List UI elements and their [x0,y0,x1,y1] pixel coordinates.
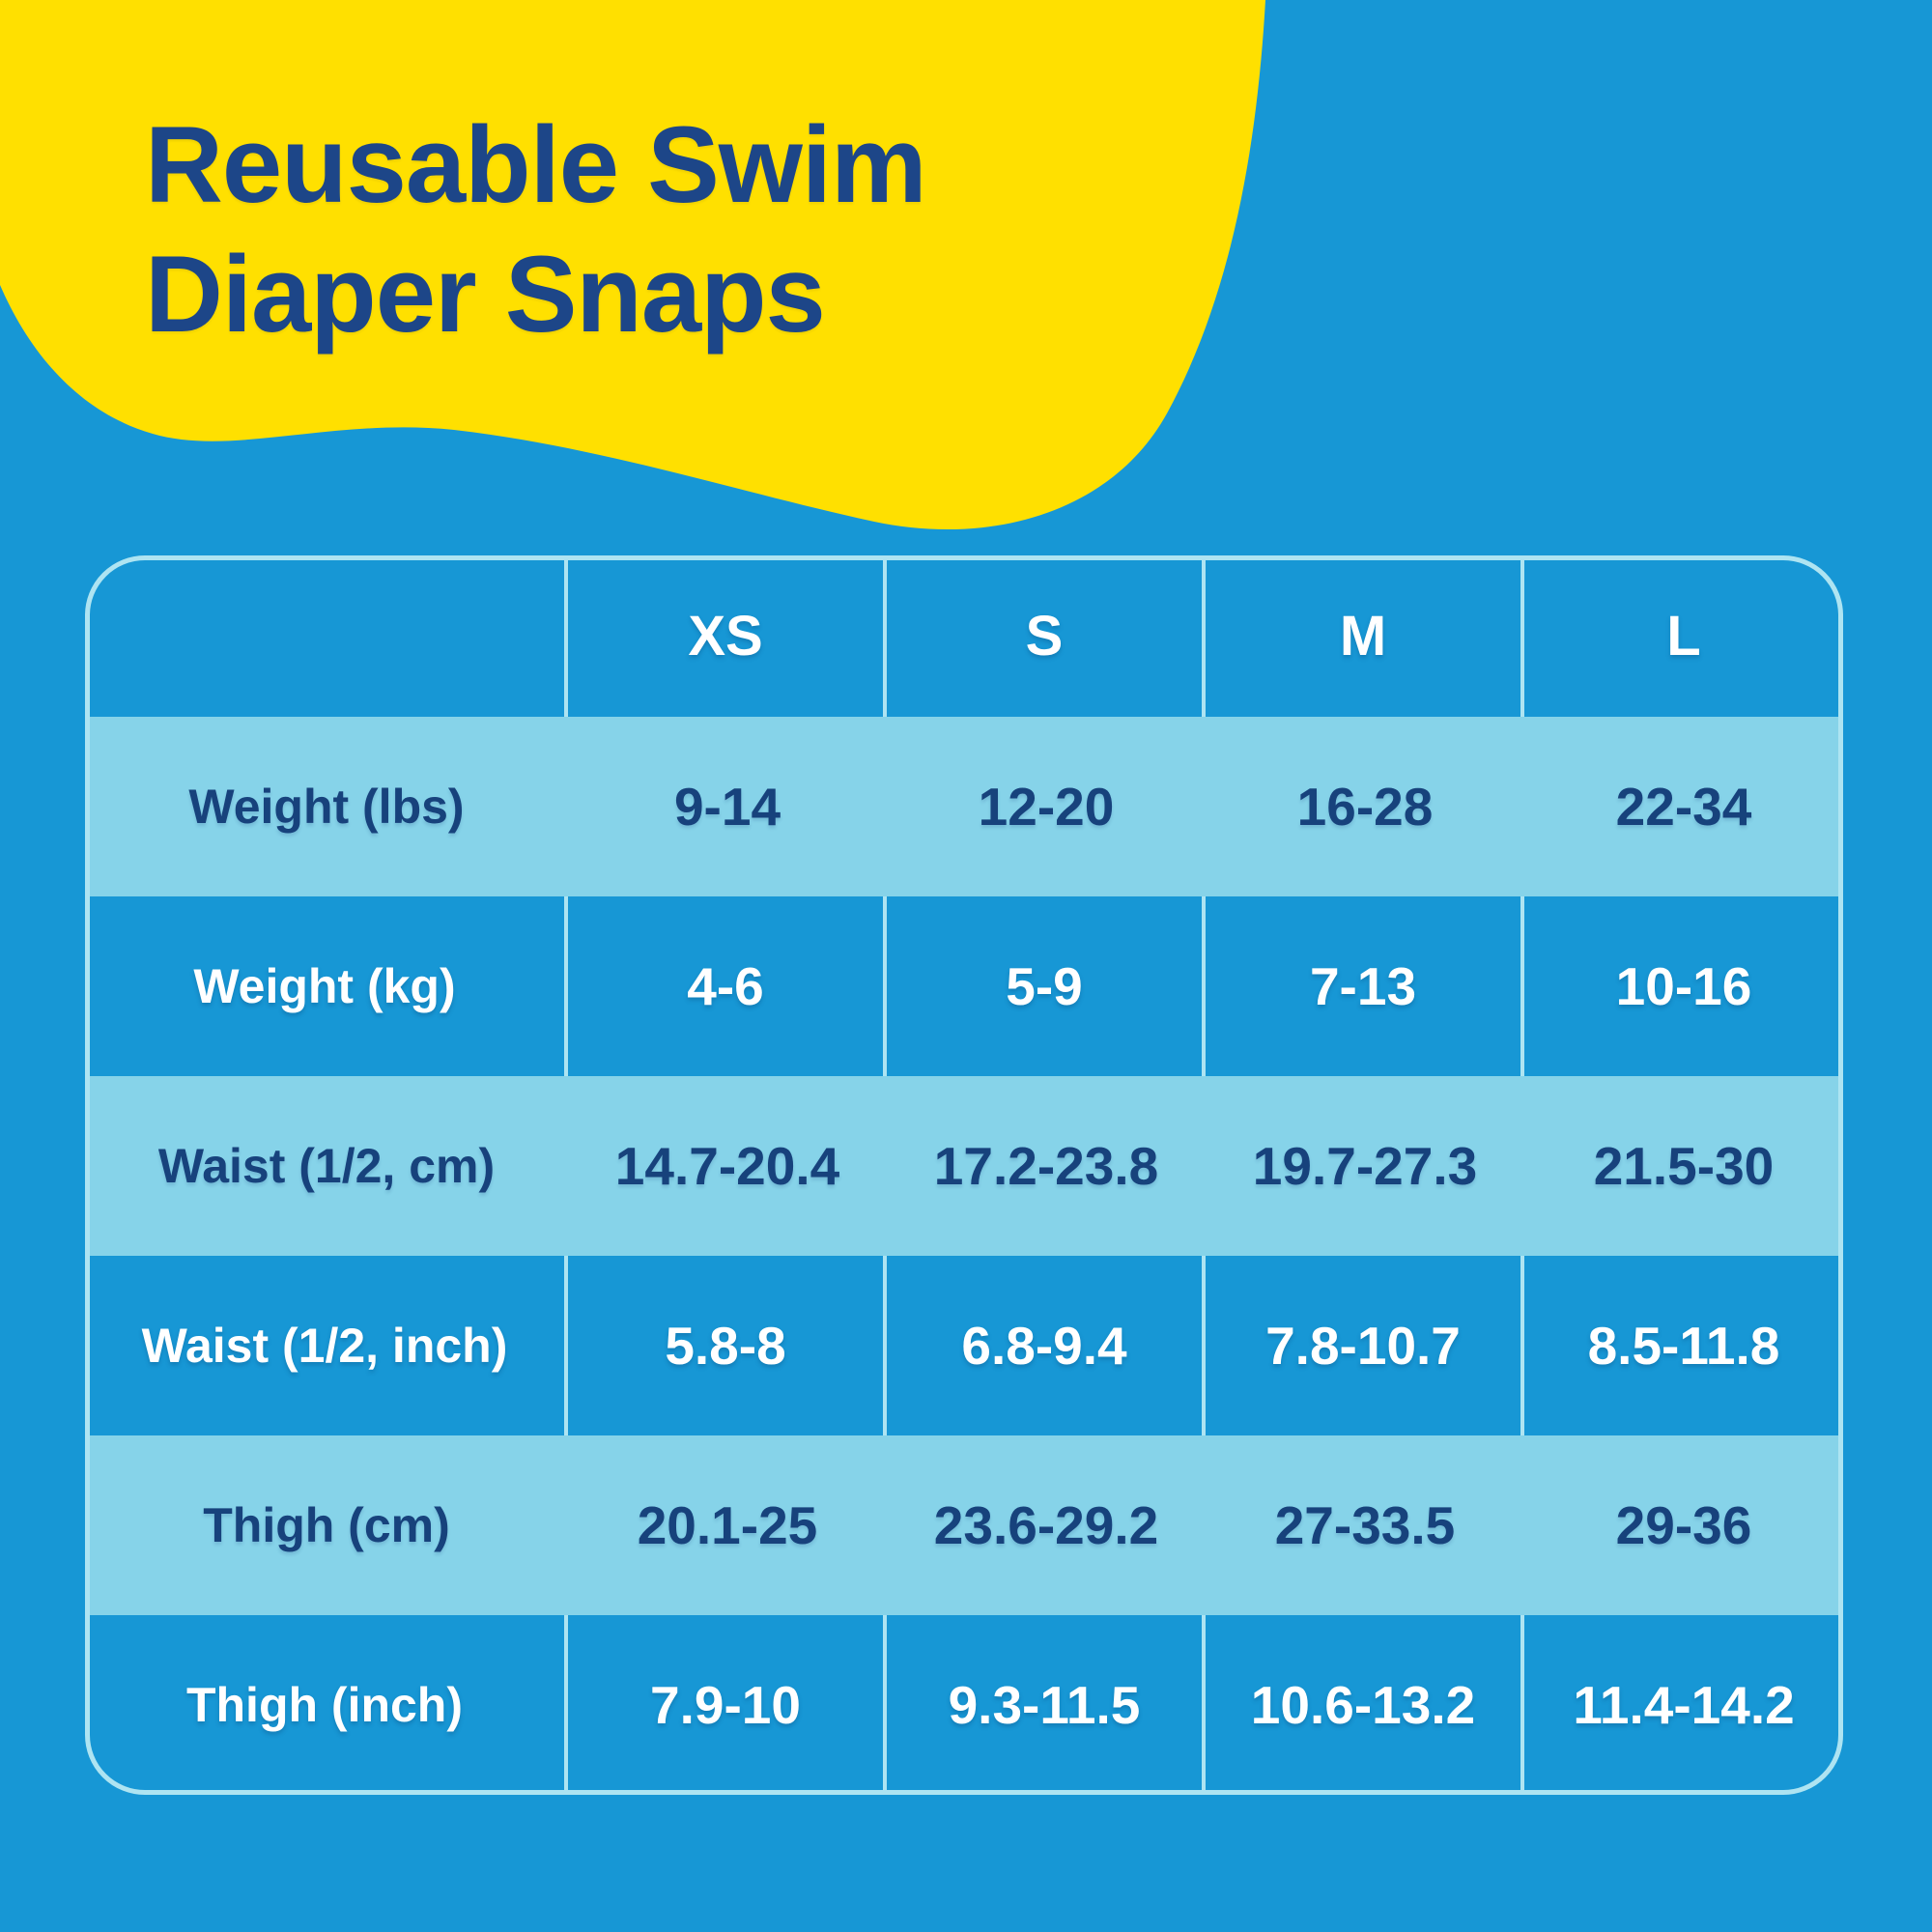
cell-thigh-cm-xs: 20.1-25 [568,1435,887,1615]
cell-weight-kg-s: 5-9 [887,896,1206,1076]
cell-waist-inch-m: 7.8-10.7 [1206,1256,1524,1435]
cell-waist-inch-xs: 5.8-8 [568,1256,887,1435]
page-title-line-2: Diaper Snaps [145,234,826,355]
row-label-weight-lbs: Weight (lbs) [85,717,568,896]
cell-thigh-inch-xs: 7.9-10 [568,1615,887,1795]
header-cell-xs: XS [568,555,887,717]
cell-weight-lbs-l: 22-34 [1524,717,1843,896]
header-cell-m: M [1206,555,1524,717]
cell-waist-cm-xs: 14.7-20.4 [568,1076,887,1256]
cell-weight-kg-m: 7-13 [1206,896,1524,1076]
cell-weight-lbs-xs: 9-14 [568,717,887,896]
page-title-line-1: Reusable Swim [145,104,927,225]
row-label-weight-kg: Weight (kg) [85,896,568,1076]
cell-waist-cm-m: 19.7-27.3 [1206,1076,1524,1256]
header-cell-s: S [887,555,1206,717]
row-label-thigh-inch: Thigh (inch) [85,1615,568,1795]
cell-weight-lbs-m: 16-28 [1206,717,1524,896]
size-chart-table: XS S M L Weight (lbs) 9-14 12-20 16-28 2… [85,555,1843,1795]
cell-thigh-inch-l: 11.4-14.2 [1573,1675,1795,1735]
cell-weight-kg-l: 10-16 [1615,956,1752,1016]
row-label-waist-inch: Waist (1/2, inch) [85,1256,568,1435]
header-cell-empty [85,555,568,717]
row-label-waist-cm: Waist (1/2, cm) [85,1076,568,1256]
cell-thigh-inch-m: 10.6-13.2 [1206,1615,1524,1795]
cell-thigh-cm-s: 23.6-29.2 [887,1435,1206,1615]
page-title: Reusable Swim Diaper Snaps [145,100,927,360]
cell-weight-kg-xs: 4-6 [568,896,887,1076]
row-label-thigh-cm: Thigh (cm) [85,1435,568,1615]
cell-thigh-inch-s: 9.3-11.5 [887,1615,1206,1795]
cell-weight-lbs-s: 12-20 [887,717,1206,896]
cell-thigh-cm-m: 27-33.5 [1206,1435,1524,1615]
cell-waist-inch-l: 8.5-11.8 [1587,1316,1780,1376]
header-cell-l: L [1666,605,1701,668]
yellow-blob-shape [0,0,1265,530]
cell-waist-cm-l: 21.5-30 [1524,1076,1843,1256]
cell-thigh-cm-l: 29-36 [1524,1435,1843,1615]
cell-waist-cm-s: 17.2-23.8 [887,1076,1206,1256]
cell-waist-inch-s: 6.8-9.4 [887,1256,1206,1435]
